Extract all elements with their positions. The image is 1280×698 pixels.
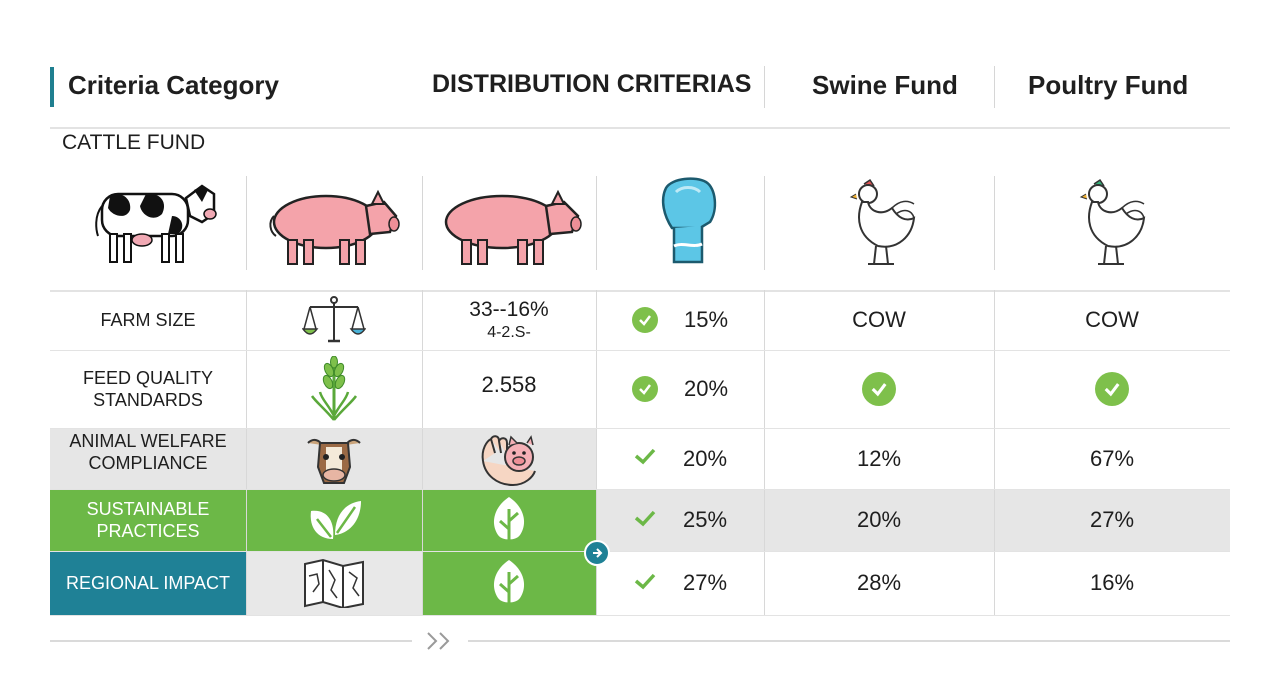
regional-swine: 28% [856, 570, 902, 595]
animal-welfare-dist-value: 20% [682, 445, 728, 471]
regional-dist-value: 27% [682, 570, 728, 595]
animal-welfare-poultry: 67% [1089, 445, 1135, 471]
header-divider [764, 66, 765, 108]
icon-row-divider [994, 176, 995, 270]
header-underline [50, 127, 1230, 129]
header-divider [994, 66, 995, 108]
feed-quality-col3: 2.558 [481, 372, 537, 397]
table-row-label-sustainable: SUSTAINABLE PRACTICES [50, 489, 246, 551]
farm-size-value-2: 4-2.S- [487, 324, 531, 341]
cow-icon [90, 176, 222, 273]
sustainable-poultry: 27% [1089, 507, 1135, 532]
feed-quality-dist-value: 20% [683, 376, 729, 401]
row-border [50, 551, 1230, 552]
header-accent-bar [50, 67, 54, 107]
label-line: STANDARDS [93, 390, 203, 410]
check-circle-icon [1095, 372, 1129, 406]
balance-scale-icon [246, 290, 422, 350]
pig-icon [438, 186, 584, 273]
leaf-icon [422, 551, 596, 615]
icon-row-divider [596, 176, 597, 270]
col-divider [246, 290, 247, 615]
icon-row-divider [764, 176, 765, 270]
farm-size-dist: 15% [596, 290, 764, 350]
feed-sack-icon [656, 176, 720, 273]
farm-size-value-1: 33--16% [469, 298, 549, 321]
feed-quality-poultry [994, 350, 1230, 428]
regional-poultry: 16% [1089, 570, 1135, 595]
check-circle-icon [631, 376, 658, 402]
chicken-icon [1078, 178, 1148, 273]
label-line: FEED QUALITY [82, 368, 214, 388]
checkmark-icon [633, 506, 657, 535]
chicken-icon [848, 178, 918, 273]
double-chevron-right-icon[interactable] [424, 630, 456, 657]
check-circle-icon [862, 372, 896, 406]
label-line: COMPLIANCE [88, 453, 208, 473]
sustainable-dist: 25% [596, 489, 764, 551]
table-row-label-farm-size: FARM SIZE [100, 310, 196, 330]
row-bg-regional-teal [50, 551, 246, 615]
pig-icon [266, 186, 402, 273]
farm-size-swine: COW [852, 307, 906, 332]
checkmark-icon [633, 569, 657, 598]
label-line: ANIMAL WELFARE [69, 431, 227, 451]
map-icon [246, 551, 422, 615]
row-border [50, 290, 1230, 292]
label-line: PRACTICES [96, 521, 200, 541]
feed-quality-dist: 20% [596, 350, 764, 428]
farm-size-col3: 33--16% 4-2.S- [422, 290, 596, 350]
farm-size-poultry: COW [1085, 307, 1139, 332]
header-swine-fund[interactable]: Swine Fund [812, 70, 958, 100]
cattle-fund-label: CATTLE FUND [62, 131, 206, 154]
header-criteria-category[interactable]: Criteria Category [68, 70, 279, 100]
row-border [50, 428, 1230, 429]
table-row-label-regional-impact: REGIONAL IMPACT [65, 573, 231, 593]
animal-welfare-swine: 12% [856, 445, 902, 471]
icon-row-divider [246, 176, 247, 270]
row-bg-sustainable [596, 489, 1230, 551]
farm-size-dist-value: 15% [683, 307, 729, 332]
header-poultry-fund[interactable]: Poultry Fund [1028, 70, 1189, 100]
footer-line [50, 640, 412, 642]
label-line: SUSTAINABLE [86, 499, 210, 519]
check-circle-icon [631, 307, 658, 333]
col-divider [764, 290, 765, 615]
table-row-label-feed-quality: FEED QUALITY STANDARDS [50, 350, 246, 428]
wheat-icon [246, 350, 422, 428]
regional-dist: 27% [596, 551, 764, 615]
checkmark-icon [633, 444, 657, 473]
table-row-label-animal-welfare: ANIMAL WELFARE COMPLIANCE [50, 428, 246, 476]
header-distribution-criterias[interactable]: DISTRIBUTION CRITERIAS [432, 70, 752, 98]
sustainable-dist-value: 25% [682, 507, 728, 532]
row-border [50, 489, 1230, 490]
icon-row-divider [422, 176, 423, 270]
leaves-icon [246, 489, 422, 551]
feed-quality-swine [764, 350, 994, 428]
leaf-icon [422, 489, 596, 551]
hand-pig-icon [422, 428, 596, 489]
arrow-right-circle-icon[interactable] [584, 540, 610, 566]
row-border [50, 350, 1230, 351]
col-divider [596, 290, 597, 615]
sustainable-swine: 20% [856, 507, 902, 532]
footer-line [468, 640, 1230, 642]
col-divider [994, 290, 995, 615]
row-border [50, 615, 1230, 616]
animal-welfare-dist: 20% [596, 428, 764, 489]
cow-face-icon [246, 428, 422, 489]
col-divider [422, 290, 423, 615]
